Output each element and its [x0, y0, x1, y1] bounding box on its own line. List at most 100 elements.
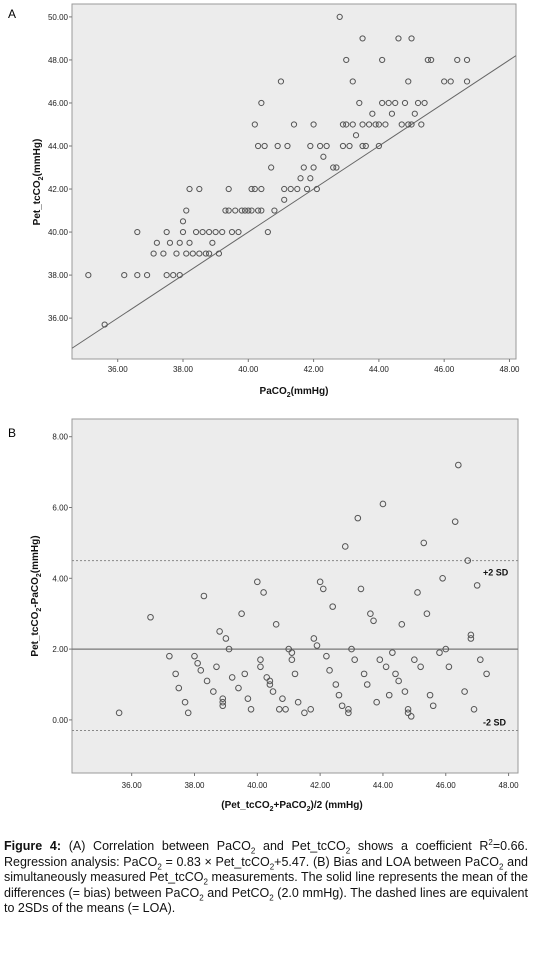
- data-point-a: [418, 121, 425, 128]
- x-tick-label-b: 44.00: [373, 781, 394, 790]
- data-point-b: [382, 663, 390, 671]
- axis-ticks-a: [69, 16, 510, 362]
- data-point-b: [203, 677, 211, 685]
- data-point-b: [288, 649, 296, 656]
- x-axis-label-a: PaCO2(mmHg): [260, 386, 329, 399]
- data-point-a: [254, 142, 262, 150]
- data-point-b: [455, 461, 462, 469]
- data-point-b: [184, 709, 192, 717]
- data-point-a: [215, 250, 223, 257]
- data-point-a: [212, 228, 219, 236]
- y-tick-label-b: 0.00: [52, 716, 68, 725]
- data-point-b: [301, 709, 308, 717]
- data-point-a: [287, 185, 294, 193]
- data-point-a: [463, 56, 471, 64]
- x-tick-label-b: 36.00: [122, 781, 143, 790]
- data-point-a: [356, 99, 363, 107]
- data-point-b: [257, 663, 264, 671]
- figure-caption: Figure 4: (A) Correlation between PaCO2 …: [4, 838, 528, 917]
- data-point-b: [354, 514, 362, 522]
- data-point-a: [395, 35, 402, 42]
- data-point-a: [343, 56, 350, 64]
- data-point-b: [307, 705, 315, 713]
- data-point-b: [291, 670, 299, 678]
- data-point-b: [464, 557, 472, 564]
- data-point-a: [186, 239, 193, 246]
- data-point-b: [260, 589, 267, 596]
- data-point-a: [176, 271, 183, 279]
- data-point-a: [294, 185, 301, 193]
- data-point-a: [405, 78, 412, 85]
- y-tick-label-a: 50.00: [48, 13, 69, 22]
- data-point-a: [372, 121, 379, 128]
- data-point-a: [330, 164, 337, 171]
- data-point-b: [288, 656, 296, 664]
- panel-b-letter: B: [8, 426, 16, 440]
- x-tick-label-b: 40.00: [247, 781, 268, 790]
- data-point-a: [362, 142, 369, 150]
- data-point-a: [206, 228, 213, 236]
- data-point-a: [241, 207, 249, 214]
- data-point-a: [385, 99, 392, 107]
- data-point-b: [423, 610, 431, 618]
- y-tick-label-a: 38.00: [48, 271, 69, 280]
- y-tick-label-a: 40.00: [48, 228, 69, 237]
- x-tick-label-a: 46.00: [434, 365, 455, 374]
- data-point-b: [367, 610, 374, 618]
- data-point-b: [191, 652, 198, 660]
- data-point-a: [379, 99, 386, 107]
- data-point-b: [175, 684, 183, 692]
- data-point-b: [219, 695, 227, 702]
- data-point-b: [329, 603, 336, 610]
- data-point-b: [370, 617, 377, 625]
- x-tick-label-a: 40.00: [238, 365, 259, 374]
- x-tick-label-b: 42.00: [310, 781, 331, 790]
- data-point-a: [179, 228, 187, 236]
- data-point-b: [467, 631, 475, 639]
- data-point-b: [345, 705, 352, 713]
- panel-b: B +2 SD -2 SD 36.00 38.00 40.00 42.00 44.00 4…: [8, 418, 519, 813]
- y-tick-label-a: 46.00: [48, 99, 69, 108]
- identity-line: [71, 55, 517, 349]
- data-point-a: [101, 321, 108, 328]
- data-point-a: [414, 99, 422, 107]
- data-point-a: [176, 239, 183, 246]
- data-point-b: [282, 705, 289, 713]
- data-point-a: [300, 164, 307, 171]
- data-point-b: [219, 702, 227, 710]
- data-point-a: [290, 121, 298, 128]
- data-point-a: [365, 121, 373, 128]
- data-point-a: [323, 142, 330, 150]
- y-tick-label-b: 2.00: [52, 645, 68, 654]
- data-point-a: [186, 185, 193, 193]
- data-point-a: [170, 271, 177, 279]
- data-point-a: [303, 185, 311, 193]
- data-point-a: [219, 228, 226, 236]
- y-tick-label-b: 6.00: [52, 504, 68, 513]
- data-point-b: [319, 585, 327, 593]
- data-point-a: [202, 250, 209, 257]
- data-point-b: [420, 539, 428, 547]
- data-point-a: [343, 121, 350, 128]
- data-point-a: [317, 142, 324, 150]
- points-b: [115, 461, 490, 720]
- data-point-b: [404, 709, 412, 717]
- data-point-a: [248, 207, 255, 214]
- data-point-a: [153, 239, 160, 246]
- data-point-a: [143, 271, 151, 279]
- data-point-b: [238, 610, 245, 618]
- data-point-a: [134, 228, 141, 236]
- data-point-b: [279, 695, 286, 702]
- data-point-b: [115, 709, 123, 717]
- data-point-a: [359, 121, 366, 128]
- data-point-b: [345, 709, 352, 717]
- data-point-a: [313, 185, 320, 193]
- data-point-b: [219, 698, 227, 706]
- data-point-a: [271, 207, 278, 214]
- data-point-a: [150, 250, 157, 257]
- data-point-a: [424, 56, 431, 64]
- data-point-b: [316, 578, 324, 586]
- data-point-a: [183, 250, 190, 257]
- data-point-a: [183, 207, 190, 214]
- data-point-a: [254, 207, 262, 214]
